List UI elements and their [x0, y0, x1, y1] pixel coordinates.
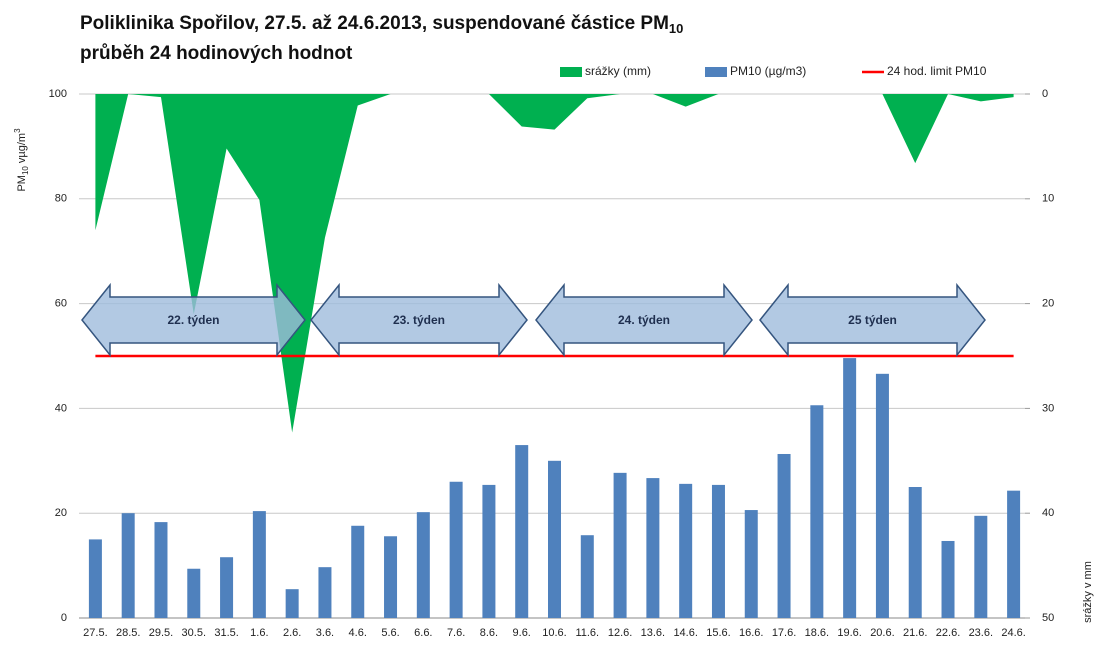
x-tick-label: 3.6. [316, 627, 334, 639]
bar [220, 557, 234, 618]
legend-swatch [705, 67, 727, 77]
arrow-shape [310, 282, 528, 358]
bar [744, 510, 758, 618]
x-tick-label: 5.6. [381, 627, 399, 639]
bar [843, 358, 857, 618]
x-tick-label: 17.6. [772, 627, 796, 639]
x-tick-label: 23.6. [969, 627, 993, 639]
y-tick-label: 100 [49, 88, 67, 100]
bar [449, 481, 463, 618]
y-tick-label: 20 [55, 507, 67, 519]
x-tick-label: 9.6. [513, 627, 531, 639]
week-arrow: 22. týden [81, 282, 306, 358]
bar [941, 540, 955, 618]
week-arrow: 23. týden [310, 282, 528, 358]
week-label: 24. týden [618, 313, 670, 327]
week-label: 22. týden [167, 313, 219, 327]
x-tick-label: 11.6. [575, 627, 599, 639]
y-tick-label: 40 [55, 402, 67, 414]
y2-tick-label: 10 [1042, 193, 1054, 205]
bar [646, 478, 660, 618]
bar [285, 589, 299, 618]
x-tick-label: 7.6. [447, 627, 465, 639]
x-tick-label: 29.5. [149, 627, 173, 639]
bar [974, 515, 988, 618]
x-tick-label: 28.5. [116, 627, 140, 639]
bar [482, 484, 496, 618]
bar [810, 405, 824, 618]
bar [121, 513, 135, 618]
x-tick-label: 27.5. [83, 627, 107, 639]
chart-title: Poliklinika Spořilov, 27.5. až 24.6.2013… [80, 13, 683, 36]
x-tick-label: 22.6. [936, 627, 960, 639]
x-tick-label: 19.6. [837, 627, 861, 639]
bar [351, 525, 365, 618]
y2-tick-label: 50 [1042, 612, 1054, 624]
x-tick-label: 6.6. [414, 627, 432, 639]
bar [580, 535, 594, 618]
arrow-shape [759, 282, 986, 358]
x-tick-label: 1.6. [250, 627, 268, 639]
bar [416, 512, 430, 618]
x-tick-label: 12.6. [608, 627, 632, 639]
legend-label: 24 hod. limit PM10 [887, 64, 987, 78]
x-tick-label: 20.6. [870, 627, 894, 639]
y-axis-label: PM10 vµg/m3 [13, 128, 30, 192]
x-tick-label: 31.5. [214, 627, 238, 639]
y2-tick-label: 20 [1042, 298, 1054, 310]
x-tick-label: 2.6. [283, 627, 301, 639]
bar [154, 522, 168, 618]
legend-swatch [560, 67, 582, 77]
x-tick-label: 16.6. [739, 627, 763, 639]
legend-label: srážky (mm) [585, 64, 651, 78]
bar [515, 445, 529, 618]
y2-axis-label: srážky v mm [1082, 561, 1094, 623]
bar [252, 511, 266, 618]
x-tick-label: 15.6. [706, 627, 730, 639]
bar [88, 539, 102, 618]
x-tick-label: 24.6. [1001, 627, 1025, 639]
bar [548, 460, 561, 618]
bar [711, 484, 725, 618]
bar [1007, 490, 1021, 618]
bar [384, 536, 398, 618]
y-tick-label: 0 [61, 612, 67, 624]
chart-subtitle: průběh 24 hodinových hodnot [80, 43, 353, 64]
week-label: 23. týden [393, 313, 445, 327]
x-tick-label: 13.6. [641, 627, 665, 639]
y-tick-label: 80 [55, 193, 67, 205]
arrow-shape [81, 282, 306, 358]
y2-tick-label: 0 [1042, 88, 1048, 100]
x-tick-label: 21.6. [903, 627, 927, 639]
bar [318, 567, 332, 618]
x-tick-label: 14.6. [673, 627, 697, 639]
week-arrow: 25 týden [759, 282, 986, 358]
y-tick-label: 60 [55, 298, 67, 310]
bar [187, 568, 201, 618]
x-tick-label: 18.6. [805, 627, 829, 639]
y2-tick-label: 30 [1042, 402, 1054, 414]
bar [875, 373, 889, 618]
x-tick-label: 8.6. [480, 627, 498, 639]
bar [679, 483, 693, 618]
y2-tick-label: 40 [1042, 507, 1054, 519]
week-arrow: 24. týden [535, 282, 753, 358]
bar [908, 487, 922, 618]
x-tick-label: 10.6. [542, 627, 566, 639]
precipitation-area [95, 94, 1014, 433]
bar [613, 472, 627, 618]
x-tick-label: 30.5. [182, 627, 206, 639]
x-tick-label: 4.6. [349, 627, 367, 639]
bar [777, 453, 791, 618]
arrow-shape [535, 282, 753, 358]
week-label: 25 týden [848, 313, 897, 327]
legend-label: PM10 (µg/m3) [730, 64, 806, 78]
